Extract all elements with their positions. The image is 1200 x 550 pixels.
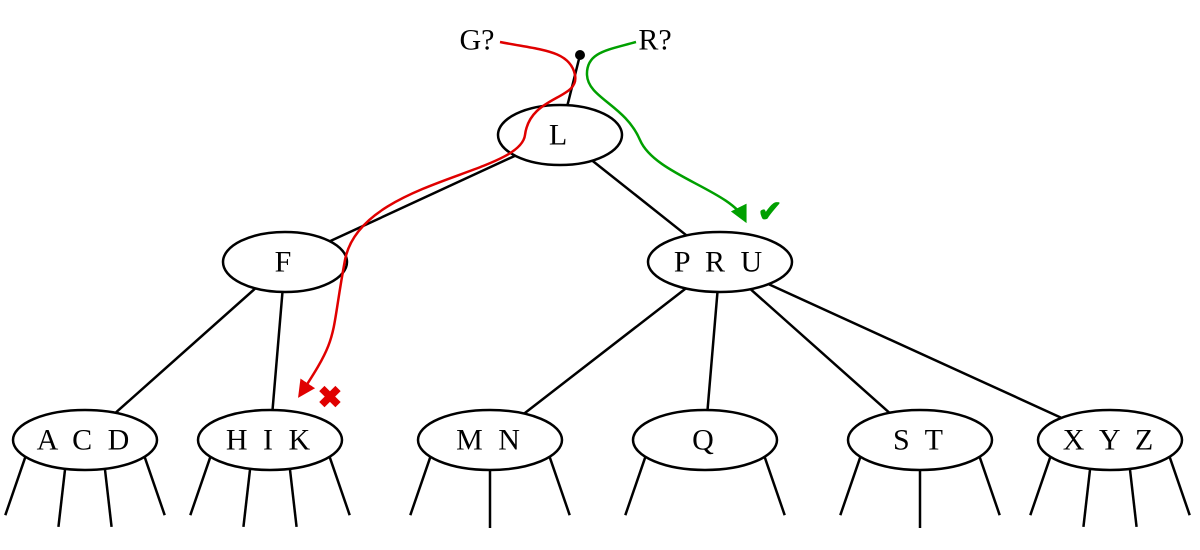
node-label: Q	[692, 424, 718, 457]
node-ACD: A C D	[13, 410, 157, 470]
nodes: L F P R U A C D H I K M N Q S T X Y Z	[13, 105, 1182, 470]
node-PRU: P R U	[648, 232, 792, 292]
node-label: S T	[893, 424, 947, 457]
leaf-stub	[979, 455, 1000, 515]
node-MN: M N	[418, 410, 562, 470]
edge	[524, 288, 686, 413]
node-label: H I K	[226, 424, 314, 457]
leaf-stub	[1030, 455, 1051, 515]
leaf-stub	[410, 455, 431, 515]
leaf-stub	[105, 467, 112, 527]
leaf-stub	[290, 467, 297, 527]
node-label: L	[549, 119, 571, 152]
leaf-stub	[329, 455, 350, 515]
search-path-G	[300, 42, 575, 395]
edge	[769, 284, 1062, 418]
query-label-G: G?	[460, 24, 495, 57]
node-label: X Y Z	[1063, 424, 1157, 457]
edge	[330, 156, 515, 242]
queries: G? R?	[460, 24, 672, 57]
query-label-R: R?	[638, 24, 671, 57]
leaf-stub	[764, 455, 785, 515]
leaf-stub	[1169, 455, 1190, 515]
node-ST: S T	[848, 410, 992, 470]
btree-diagram: LFP R UA C DH I KM NQS TX Y ZG?R?✖✔	[0, 0, 1200, 550]
leaf-stub	[243, 467, 250, 527]
leaf-stub	[5, 455, 26, 515]
check-icon: ✔	[757, 196, 782, 229]
leaf-stub	[840, 455, 861, 515]
node-L: L	[498, 105, 622, 165]
entry-point	[575, 50, 585, 60]
edge	[708, 292, 718, 410]
leaf-stub	[625, 455, 646, 515]
leaf-stubs	[5, 455, 1189, 528]
node-F: F	[223, 232, 347, 292]
leaf-stub	[58, 467, 65, 527]
node-label: M N	[456, 424, 524, 457]
cross-icon: ✖	[317, 382, 342, 415]
edge	[116, 288, 256, 412]
edge	[273, 292, 283, 410]
leaf-stub	[144, 455, 165, 515]
node-label: A C D	[37, 424, 134, 457]
node-HIK: H I K	[198, 410, 342, 470]
leaf-stub	[1130, 467, 1137, 527]
leaf-stub	[190, 455, 211, 515]
node-label: F	[275, 246, 296, 279]
node-Q: Q	[633, 410, 777, 470]
search-paths: ✖✔	[300, 42, 783, 415]
leaf-stub	[1083, 467, 1090, 527]
node-label: P R U	[674, 246, 766, 279]
leaf-stub	[549, 455, 570, 515]
node-XYZ: X Y Z	[1038, 410, 1182, 470]
